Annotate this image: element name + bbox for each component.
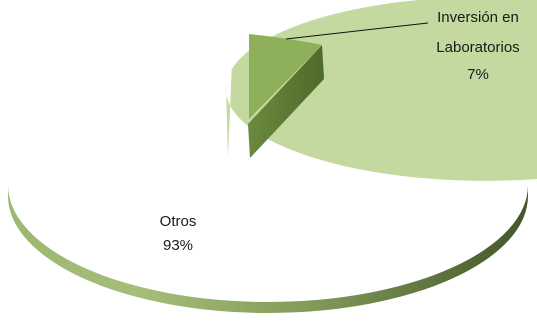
slice-inversion: [249, 34, 322, 119]
slice-inversion-side: [248, 45, 324, 158]
label-otros-name: Otros: [160, 213, 197, 230]
label-inversion-value: 7%: [467, 66, 489, 83]
label-otros-value: 93%: [163, 237, 193, 254]
label-inversion-name-line2: Laboratorios: [436, 39, 519, 56]
slice-otros-side: [8, 185, 528, 313]
label-inversion-name-line1: Inversión en: [437, 9, 519, 26]
leader-line: [285, 22, 429, 40]
